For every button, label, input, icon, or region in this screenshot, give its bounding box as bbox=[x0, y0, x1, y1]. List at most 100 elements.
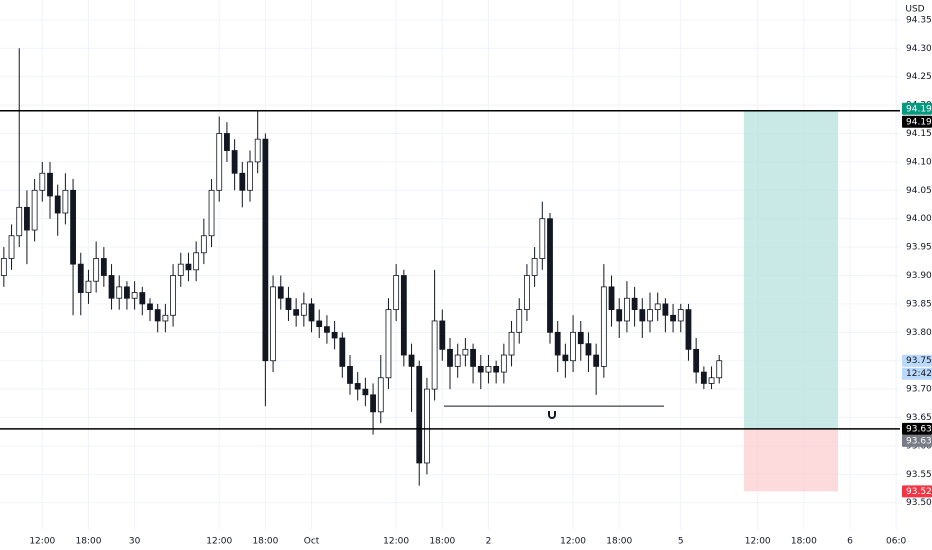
candle-body bbox=[177, 263, 184, 276]
entry-label: 93.63 bbox=[906, 436, 932, 446]
candle-body bbox=[308, 303, 315, 322]
currency-label: USD bbox=[905, 5, 924, 15]
candle-body bbox=[0, 258, 7, 276]
candle-body bbox=[377, 377, 384, 413]
candle-body bbox=[85, 280, 92, 293]
x-tick-label: Oct bbox=[304, 537, 320, 547]
candle-body bbox=[470, 348, 476, 367]
candle-body bbox=[593, 354, 600, 367]
candle-body bbox=[331, 331, 338, 339]
candle-body bbox=[462, 348, 469, 356]
candle-body bbox=[400, 275, 407, 356]
profit-zone bbox=[744, 110, 838, 429]
candle-body bbox=[193, 252, 200, 271]
candle-body bbox=[439, 320, 446, 350]
candle-body bbox=[385, 309, 392, 379]
candle-body bbox=[631, 297, 638, 310]
candle-body bbox=[300, 303, 307, 316]
candle-body bbox=[524, 275, 530, 310]
candle-body bbox=[624, 297, 630, 322]
x-tick-label: 12:00 bbox=[383, 537, 409, 547]
candle-body bbox=[108, 275, 115, 299]
candle-body bbox=[254, 138, 261, 163]
candle-body bbox=[16, 206, 23, 237]
x-tick-label: 5 bbox=[678, 537, 684, 547]
x-tick-label: 6 bbox=[847, 537, 853, 547]
candle-body bbox=[100, 258, 107, 276]
candle-body bbox=[24, 206, 30, 231]
candle-body bbox=[600, 286, 607, 367]
y-tick-label: 93.85 bbox=[906, 299, 932, 309]
stop-label-box bbox=[902, 485, 932, 498]
candle-body bbox=[616, 309, 623, 322]
y-tick-label: 93.55 bbox=[906, 470, 932, 480]
candle-body bbox=[270, 286, 276, 362]
candle-body bbox=[508, 331, 515, 356]
candle-body bbox=[700, 371, 707, 384]
candle-body bbox=[216, 133, 223, 191]
candle-body bbox=[116, 286, 123, 299]
candle-body bbox=[562, 354, 569, 362]
candle-body bbox=[531, 258, 538, 276]
candle-body bbox=[431, 320, 438, 390]
y-tick-label: 94.30 bbox=[906, 44, 932, 54]
y-tick-label: 93.80 bbox=[906, 328, 932, 338]
stop-label: 93.52 bbox=[906, 487, 932, 497]
candle-body bbox=[708, 377, 715, 384]
candle-body bbox=[639, 309, 646, 322]
price-line-label: 93.63 bbox=[906, 424, 932, 434]
candle-body bbox=[139, 292, 146, 305]
candle-body bbox=[154, 309, 161, 322]
candle-body bbox=[200, 235, 207, 254]
candle-body bbox=[324, 326, 330, 333]
candle-body bbox=[516, 309, 523, 333]
candle-body bbox=[247, 161, 253, 191]
candle-body bbox=[500, 354, 507, 373]
candle-body bbox=[131, 292, 138, 299]
target-label-box bbox=[902, 102, 932, 115]
x-tick-label: 12:00 bbox=[745, 537, 771, 547]
y-tick-label: 93.95 bbox=[906, 243, 932, 253]
candle-body bbox=[670, 314, 676, 322]
candle-body bbox=[477, 365, 484, 373]
candle-body bbox=[231, 150, 238, 174]
x-tick-label: 2 bbox=[486, 537, 492, 547]
countdown-box bbox=[902, 367, 932, 380]
x-tick-label: 30 bbox=[129, 537, 141, 547]
candle-body bbox=[677, 309, 684, 322]
candle-body bbox=[585, 343, 592, 356]
candle-body bbox=[347, 365, 353, 384]
candle-body bbox=[277, 286, 284, 299]
candle-body bbox=[239, 172, 246, 191]
candle-body bbox=[354, 383, 361, 390]
candle-body bbox=[62, 189, 69, 214]
y-tick-label: 93.90 bbox=[906, 271, 932, 281]
candle-body bbox=[339, 337, 346, 367]
candle-body bbox=[447, 348, 453, 367]
candle-body bbox=[454, 354, 461, 367]
last-price-label: 93.75 bbox=[906, 356, 932, 366]
price-line-label-box bbox=[902, 115, 932, 128]
candle-body bbox=[262, 138, 269, 362]
candle-body bbox=[554, 331, 561, 356]
candle-body bbox=[8, 235, 15, 259]
x-tick-label: 18:00 bbox=[606, 537, 632, 547]
loss-zone bbox=[744, 428, 838, 492]
y-tick-label: 94.15 bbox=[906, 129, 932, 139]
candle-body bbox=[608, 286, 615, 310]
candle-body bbox=[662, 303, 669, 316]
candle-body bbox=[647, 309, 653, 322]
y-tick-label: 94.00 bbox=[906, 214, 932, 224]
candle-body bbox=[539, 218, 546, 259]
candle-body bbox=[716, 360, 723, 379]
candle-body bbox=[424, 388, 430, 464]
price-line-label-box bbox=[902, 422, 932, 435]
candle-body bbox=[316, 320, 323, 328]
y-tick-label: 94.25 bbox=[906, 72, 932, 82]
x-tick-label: 18:00 bbox=[791, 537, 817, 547]
price-line-label: 94.19 bbox=[906, 117, 932, 127]
candle-body bbox=[54, 195, 61, 214]
candle-body bbox=[31, 189, 38, 231]
candle-body bbox=[170, 275, 176, 316]
